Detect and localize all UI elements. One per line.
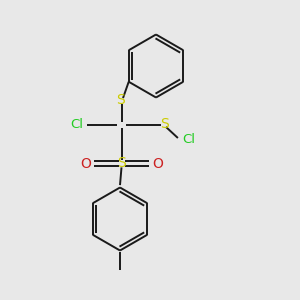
Text: Cl: Cl [182, 133, 196, 146]
Text: O: O [80, 157, 91, 170]
Text: O: O [152, 157, 163, 170]
Text: S: S [117, 156, 126, 170]
Text: Cl: Cl [70, 118, 83, 131]
Text: S: S [116, 94, 125, 107]
Text: S: S [160, 117, 169, 130]
